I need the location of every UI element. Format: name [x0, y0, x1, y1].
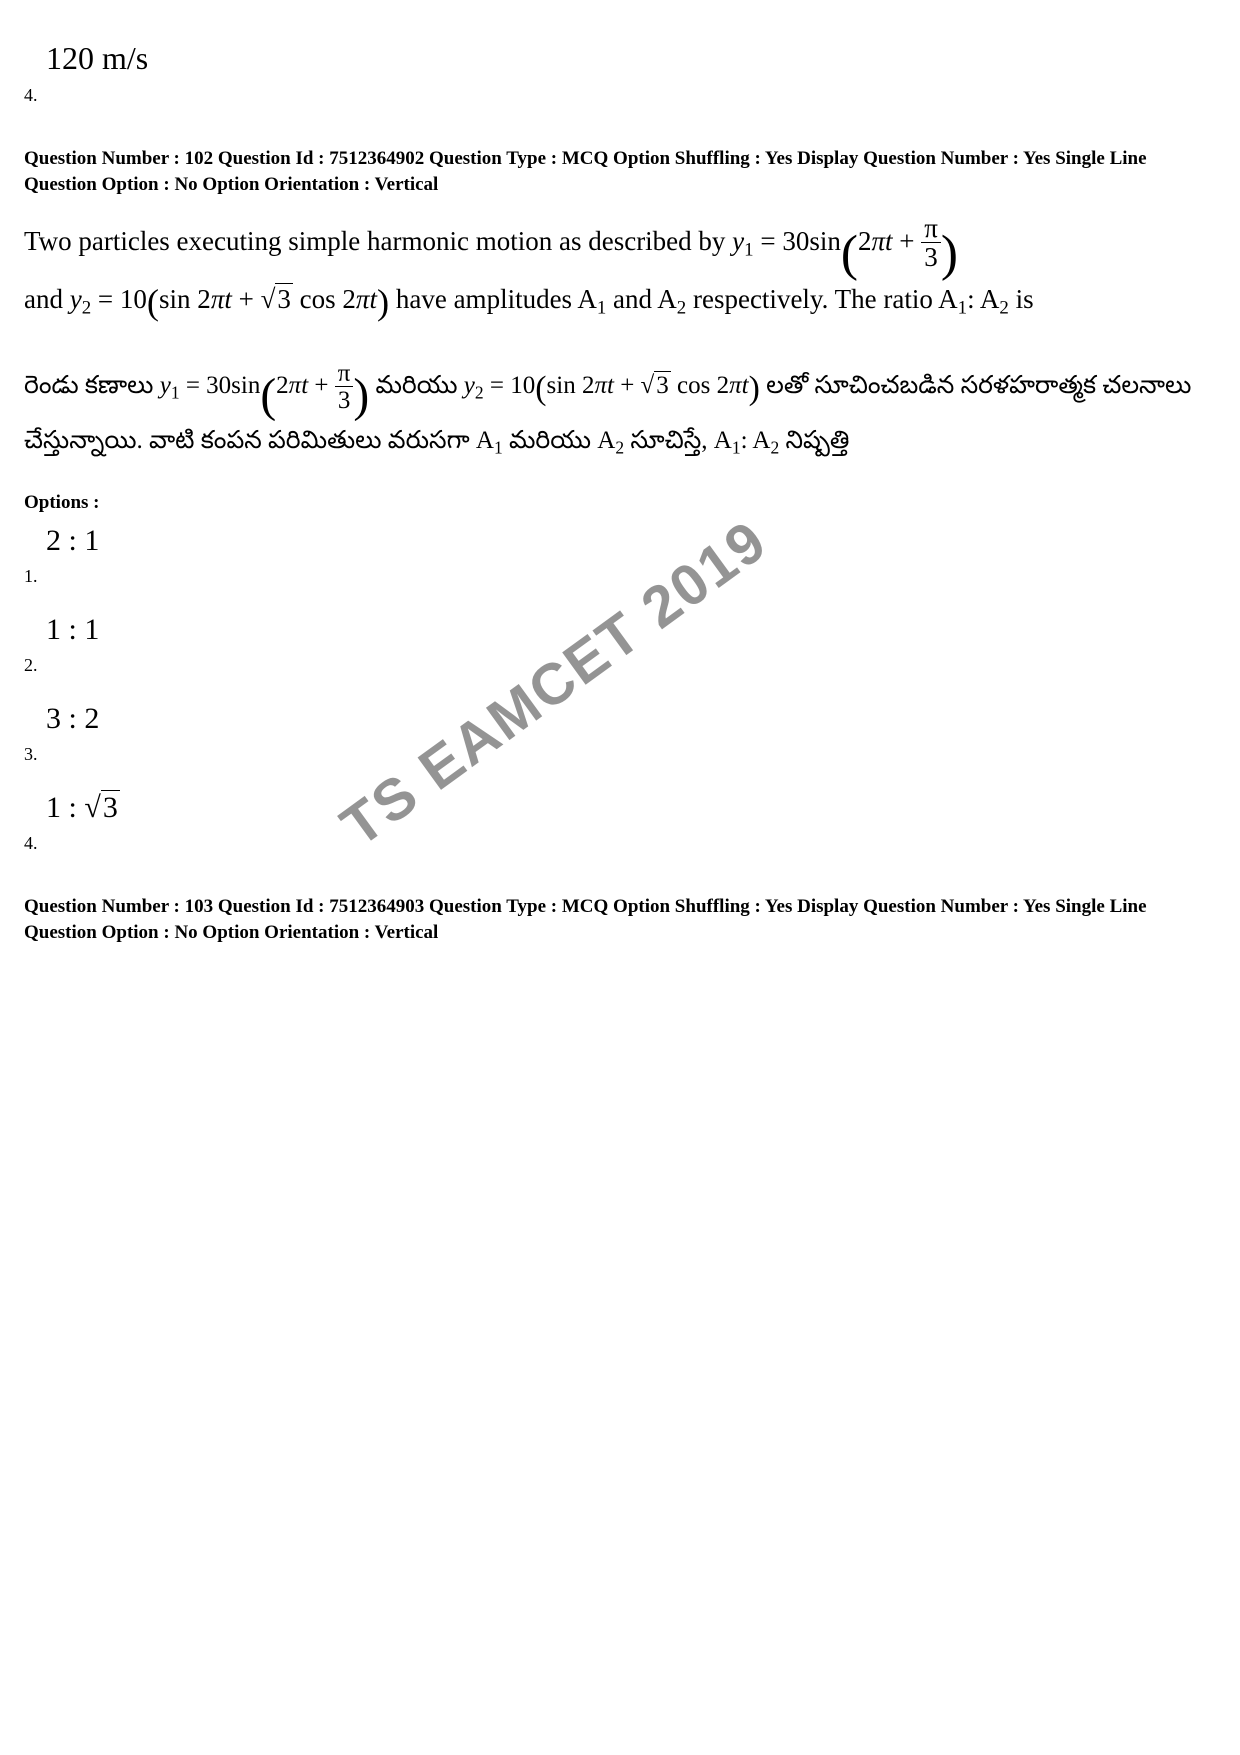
q102-te-colon: : A [741, 427, 771, 454]
eq1-eq: = 30sin [754, 226, 841, 256]
eq2-t2: t [369, 284, 377, 314]
question-102-body-english: Two particles executing simple harmonic … [24, 215, 1216, 326]
eq2-pi1: π [211, 284, 225, 314]
te-eq1-sub: 1 [171, 383, 180, 403]
eq2-plus: + [232, 284, 261, 314]
te-eq2-plus: + [614, 372, 641, 399]
option-2-number: 2. [24, 655, 1216, 676]
options-label: Options : [24, 492, 1216, 514]
option-4-value: 1 : √3 [46, 787, 1216, 829]
q102-en-text1: Two particles executing simple harmonic … [24, 226, 732, 256]
te-eq2-sin: sin 2 [547, 372, 595, 399]
eq1-t: t [885, 226, 893, 256]
te-rparen-icon: ) [353, 377, 369, 415]
eq2-sub2: 2 [82, 298, 91, 319]
te-eq1-plus: + [308, 372, 335, 399]
te-sqrt-icon: √3 [641, 360, 671, 413]
eq2-y: y [70, 284, 82, 314]
q102-te-text5: సూచిస్తే, A [624, 427, 732, 454]
q102-eq2: y2 = 10(sin 2πt + √3 cos 2πt) [70, 284, 396, 314]
option-2: 1 : 1 2. [24, 609, 1216, 676]
te-lparen-icon: ( [260, 377, 276, 415]
q102-en-text4: and A [606, 284, 677, 314]
opt4-pre: 1 : [46, 791, 84, 824]
lparen2-icon: ( [147, 286, 159, 319]
opt4-sqrt-val: 3 [101, 790, 120, 824]
q102-te-text7: నిష్పత్తి [779, 427, 849, 454]
option-3-number: 3. [24, 744, 1216, 765]
te-eq2-y: y [464, 372, 475, 399]
a2sub: 2 [677, 298, 686, 319]
option-1-value: 2 : 1 [46, 520, 1216, 562]
eq2-sin: sin 2 [159, 284, 211, 314]
prev-option-4-number: 4. [24, 85, 1216, 106]
te-eq2-t2: t [742, 372, 749, 399]
option-4-number: 4. [24, 833, 1216, 854]
eq1-2: 2 [858, 226, 872, 256]
eq2-t1: t [224, 284, 232, 314]
q102-te-text2: మరియు [375, 372, 463, 399]
te-a2sub2: 2 [770, 438, 779, 458]
te-eq1-y: y [160, 372, 171, 399]
option-1: 2 : 1 1. [24, 520, 1216, 587]
te-frac-num: π [335, 361, 354, 387]
te-frac-den: 3 [335, 387, 354, 415]
te-eq2-pi1: π [594, 372, 607, 399]
eq2-sqrt3: 3 [275, 283, 293, 314]
option-4: 1 : √3 4. [24, 787, 1216, 854]
option-3-value: 3 : 2 [46, 698, 1216, 740]
eq1-frac: π3 [921, 215, 941, 273]
eq2-cos: cos 2 [293, 284, 356, 314]
q102-eq1: y1 = 30sin(2πt + π3) [732, 226, 958, 256]
q102-en-text5: respectively. The ratio A [686, 284, 957, 314]
te-eq1-eq: = 30sin [180, 372, 261, 399]
sqrt-icon: √3 [261, 274, 293, 325]
eq1-pi: π [871, 226, 885, 256]
rparen2-icon: ) [377, 286, 389, 319]
te-a2sub: 2 [615, 438, 624, 458]
rparen-icon: ) [941, 233, 958, 274]
eq1-frac-den: 3 [921, 243, 941, 273]
eq2-eq: = 10 [91, 284, 147, 314]
te-eq2-eq: = 10 [484, 372, 536, 399]
eq1-frac-num: π [921, 215, 941, 243]
question-102-meta: Question Number : 102 Question Id : 7512… [24, 146, 1216, 197]
q102-colon: : A [967, 284, 999, 314]
q102-en-text3: have amplitudes A [396, 284, 597, 314]
a1sub: 1 [597, 298, 606, 319]
eq1-plus: + [893, 226, 922, 256]
option-2-value: 1 : 1 [46, 609, 1216, 651]
te-a1sub2: 1 [732, 438, 741, 458]
te-eq1-2: 2 [276, 372, 289, 399]
q102-te-text4: మరియు A [503, 427, 616, 454]
q102-te-text1: రెండు కణాలు [24, 372, 160, 399]
te-eq2-t1: t [607, 372, 614, 399]
prev-option-4-value: 120 m/s [46, 40, 1216, 77]
lparen-icon: ( [841, 233, 858, 274]
te-eq2-sub: 2 [475, 383, 484, 403]
q102-te-eq2: y2 = 10(sin 2πt + √3 cos 2πt) [464, 372, 766, 399]
te-eq2-pi2: π [729, 372, 742, 399]
te-eq1-pi: π [289, 372, 302, 399]
te-a1sub: 1 [494, 438, 503, 458]
q102-en-text2: and [24, 284, 70, 314]
te-eq1-frac: π3 [335, 361, 354, 415]
eq1-y: y [732, 226, 744, 256]
eq1-sub1: 1 [744, 240, 753, 261]
option-1-number: 1. [24, 566, 1216, 587]
te-eq2-cos: cos 2 [671, 372, 729, 399]
a2sub2: 2 [999, 298, 1008, 319]
option-3: 3 : 2 3. [24, 698, 1216, 765]
te-lparen2-icon: ( [535, 374, 546, 404]
eq2-pi2: π [356, 284, 370, 314]
q102-te-eq1: y1 = 30sin(2πt + π3) [160, 372, 376, 399]
q102-en-text6: is [1009, 284, 1034, 314]
opt4-sqrt-icon: √3 [84, 787, 119, 829]
te-sqrt3: 3 [654, 371, 671, 399]
te-rparen2-icon: ) [749, 374, 760, 404]
a1sub2: 1 [958, 298, 967, 319]
question-102-body-telugu: రెండు కణాలు y1 = 30sin(2πt + π3) మరియు y… [24, 360, 1216, 468]
question-103-meta: Question Number : 103 Question Id : 7512… [24, 894, 1216, 945]
